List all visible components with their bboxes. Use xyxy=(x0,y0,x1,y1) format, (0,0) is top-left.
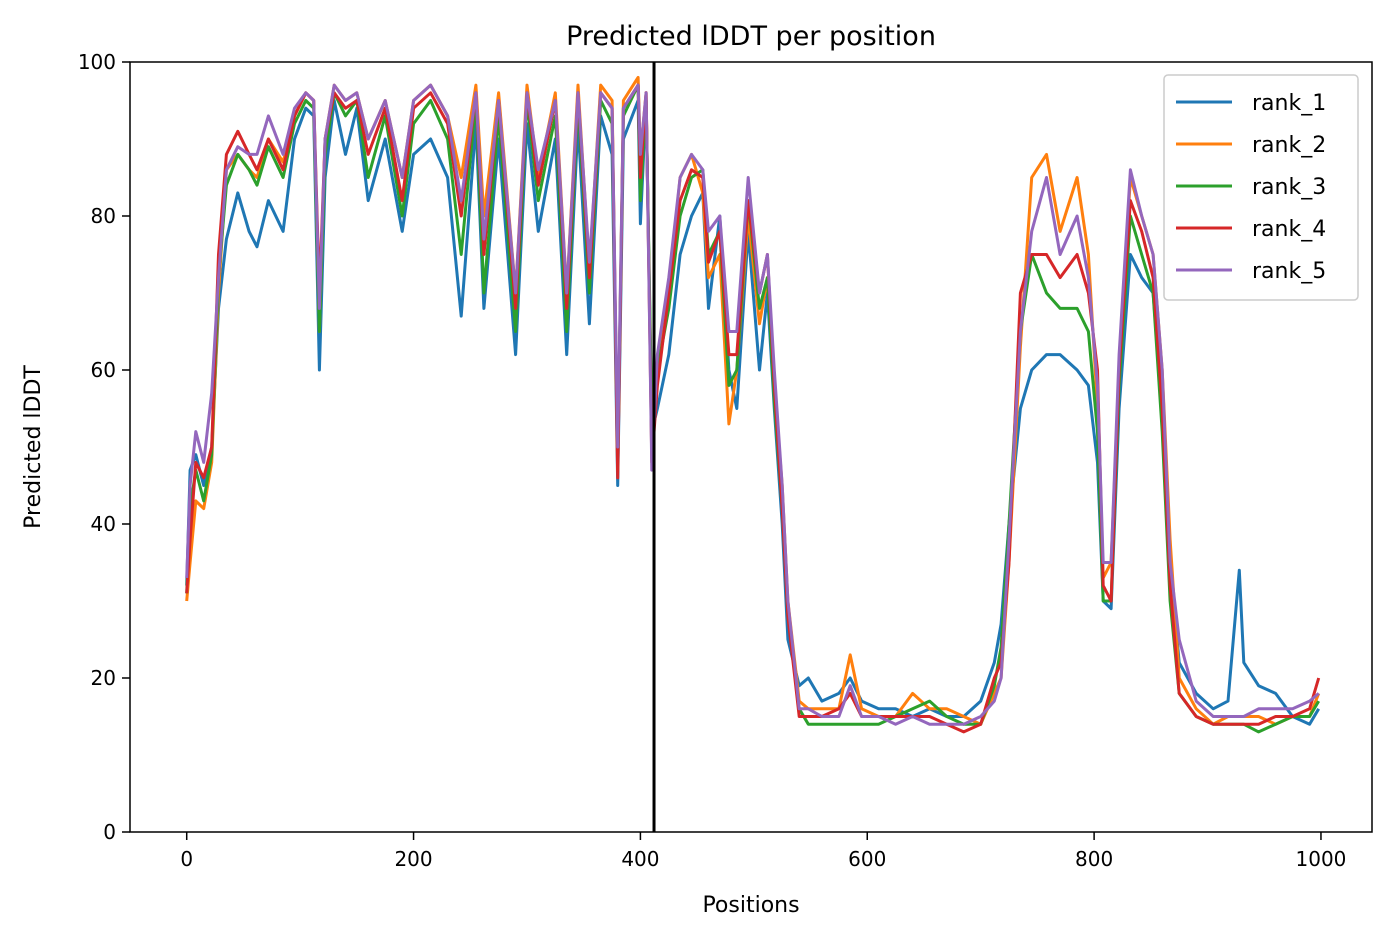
series-line-rank-1 xyxy=(185,99,1320,726)
x-tick-label: 600 xyxy=(848,847,886,871)
series-line-rank-5 xyxy=(185,83,1320,726)
y-axis-ticks: 0 20 40 60 80 100 xyxy=(78,50,130,844)
legend-label: rank_2 xyxy=(1252,133,1326,158)
x-tick-label: 200 xyxy=(394,847,432,871)
x-axis-ticks: 0 200 400 600 800 1000 xyxy=(180,832,1346,871)
y-tick-label: 20 xyxy=(91,666,116,690)
legend-label: rank_4 xyxy=(1252,217,1326,242)
plot-area xyxy=(129,61,1373,833)
x-tick-label: 1000 xyxy=(1296,847,1347,871)
series-line-rank-2 xyxy=(185,75,1321,726)
series-line-rank-3 xyxy=(185,83,1320,734)
x-tick-label: 0 xyxy=(180,847,193,871)
y-tick-label: 80 xyxy=(91,204,116,228)
x-tick-label: 400 xyxy=(621,847,659,871)
legend-label: rank_5 xyxy=(1252,259,1326,284)
chart-title: Predicted lDDT per position xyxy=(566,21,936,52)
y-tick-label: 60 xyxy=(91,358,116,382)
series-line-rank-4 xyxy=(185,83,1321,734)
axes-frame xyxy=(129,61,1373,833)
y-tick-label: 40 xyxy=(91,512,116,536)
legend: rank_1 rank_2 rank_3 rank_4 rank_5 xyxy=(1163,74,1359,301)
y-tick-label: 100 xyxy=(78,50,116,74)
x-axis-label: Positions xyxy=(702,893,799,918)
legend-label: rank_1 xyxy=(1252,91,1326,116)
x-tick-label: 800 xyxy=(1075,847,1113,871)
y-axis-label: Predicted lDDT xyxy=(21,365,46,529)
legend-box xyxy=(1163,74,1359,301)
y-tick-label: 0 xyxy=(103,820,116,844)
legend-label: rank_3 xyxy=(1252,175,1326,200)
